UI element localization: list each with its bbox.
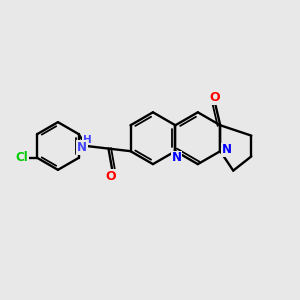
Text: O: O — [106, 170, 116, 183]
Text: N: N — [172, 151, 182, 164]
Text: N: N — [222, 143, 232, 156]
Text: N: N — [77, 141, 87, 154]
Text: O: O — [210, 92, 220, 104]
Text: H: H — [83, 134, 92, 145]
Text: Cl: Cl — [15, 152, 28, 164]
